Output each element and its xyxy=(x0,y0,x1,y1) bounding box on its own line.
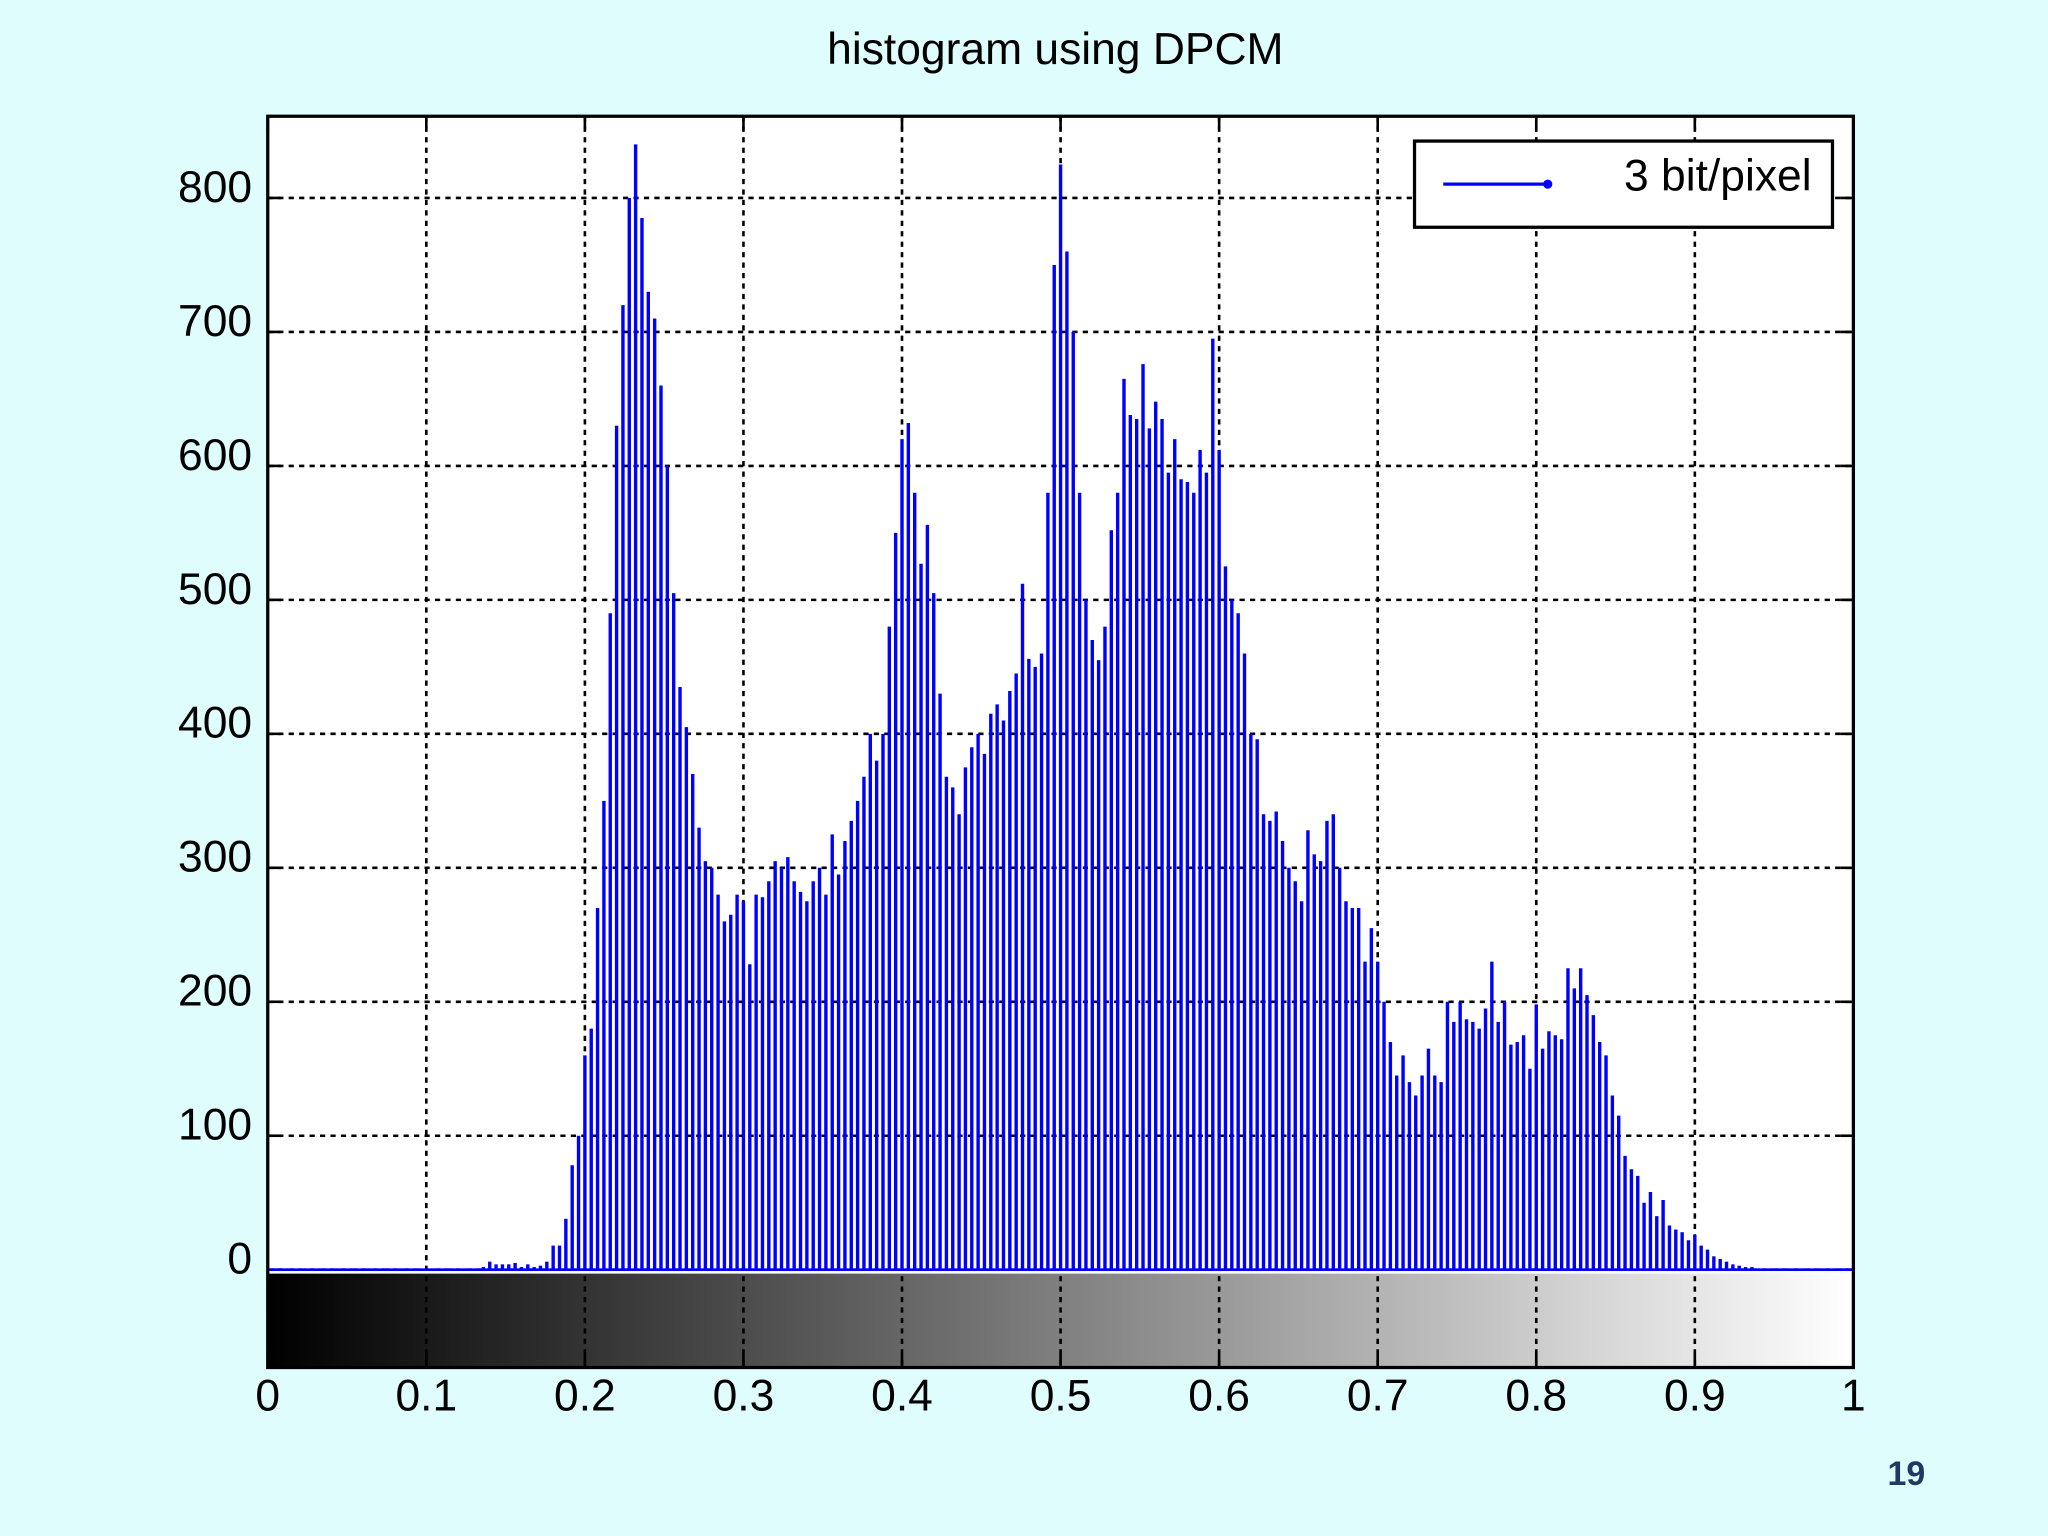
x-tick-label: 0.6 xyxy=(1188,1372,1250,1421)
y-tick-label: 300 xyxy=(178,833,252,882)
chart-title: histogram using DPCM xyxy=(827,25,1283,74)
x-tick-label: 0 xyxy=(255,1372,280,1421)
y-tick-label: 800 xyxy=(178,163,252,212)
y-tick-label: 100 xyxy=(178,1101,252,1150)
axes-frame xyxy=(266,114,1856,1370)
x-tick-label: 0.1 xyxy=(395,1372,457,1421)
x-tick-label: 0.2 xyxy=(554,1372,616,1421)
y-tick-label: 400 xyxy=(178,699,252,748)
x-tick-label: 0.5 xyxy=(1030,1372,1092,1421)
x-tick-label: 0.8 xyxy=(1505,1372,1567,1421)
y-tick-label: 600 xyxy=(178,431,252,480)
y-tick-label: 0 xyxy=(227,1235,252,1284)
slide-number: 19 xyxy=(1887,1455,1925,1493)
x-tick-label: 0.4 xyxy=(871,1372,933,1421)
legend-label: 3 bit/pixel xyxy=(1624,152,1812,201)
y-tick-label: 700 xyxy=(178,297,252,346)
x-tick-label: 0.9 xyxy=(1664,1372,1726,1421)
legend-marker xyxy=(1543,179,1553,189)
x-tick-label: 1 xyxy=(1841,1372,1866,1421)
y-tick-label: 500 xyxy=(178,565,252,614)
y-tick-label: 200 xyxy=(178,967,252,1016)
x-tick-label: 0.3 xyxy=(713,1372,775,1421)
x-tick-label: 0.7 xyxy=(1347,1372,1409,1421)
